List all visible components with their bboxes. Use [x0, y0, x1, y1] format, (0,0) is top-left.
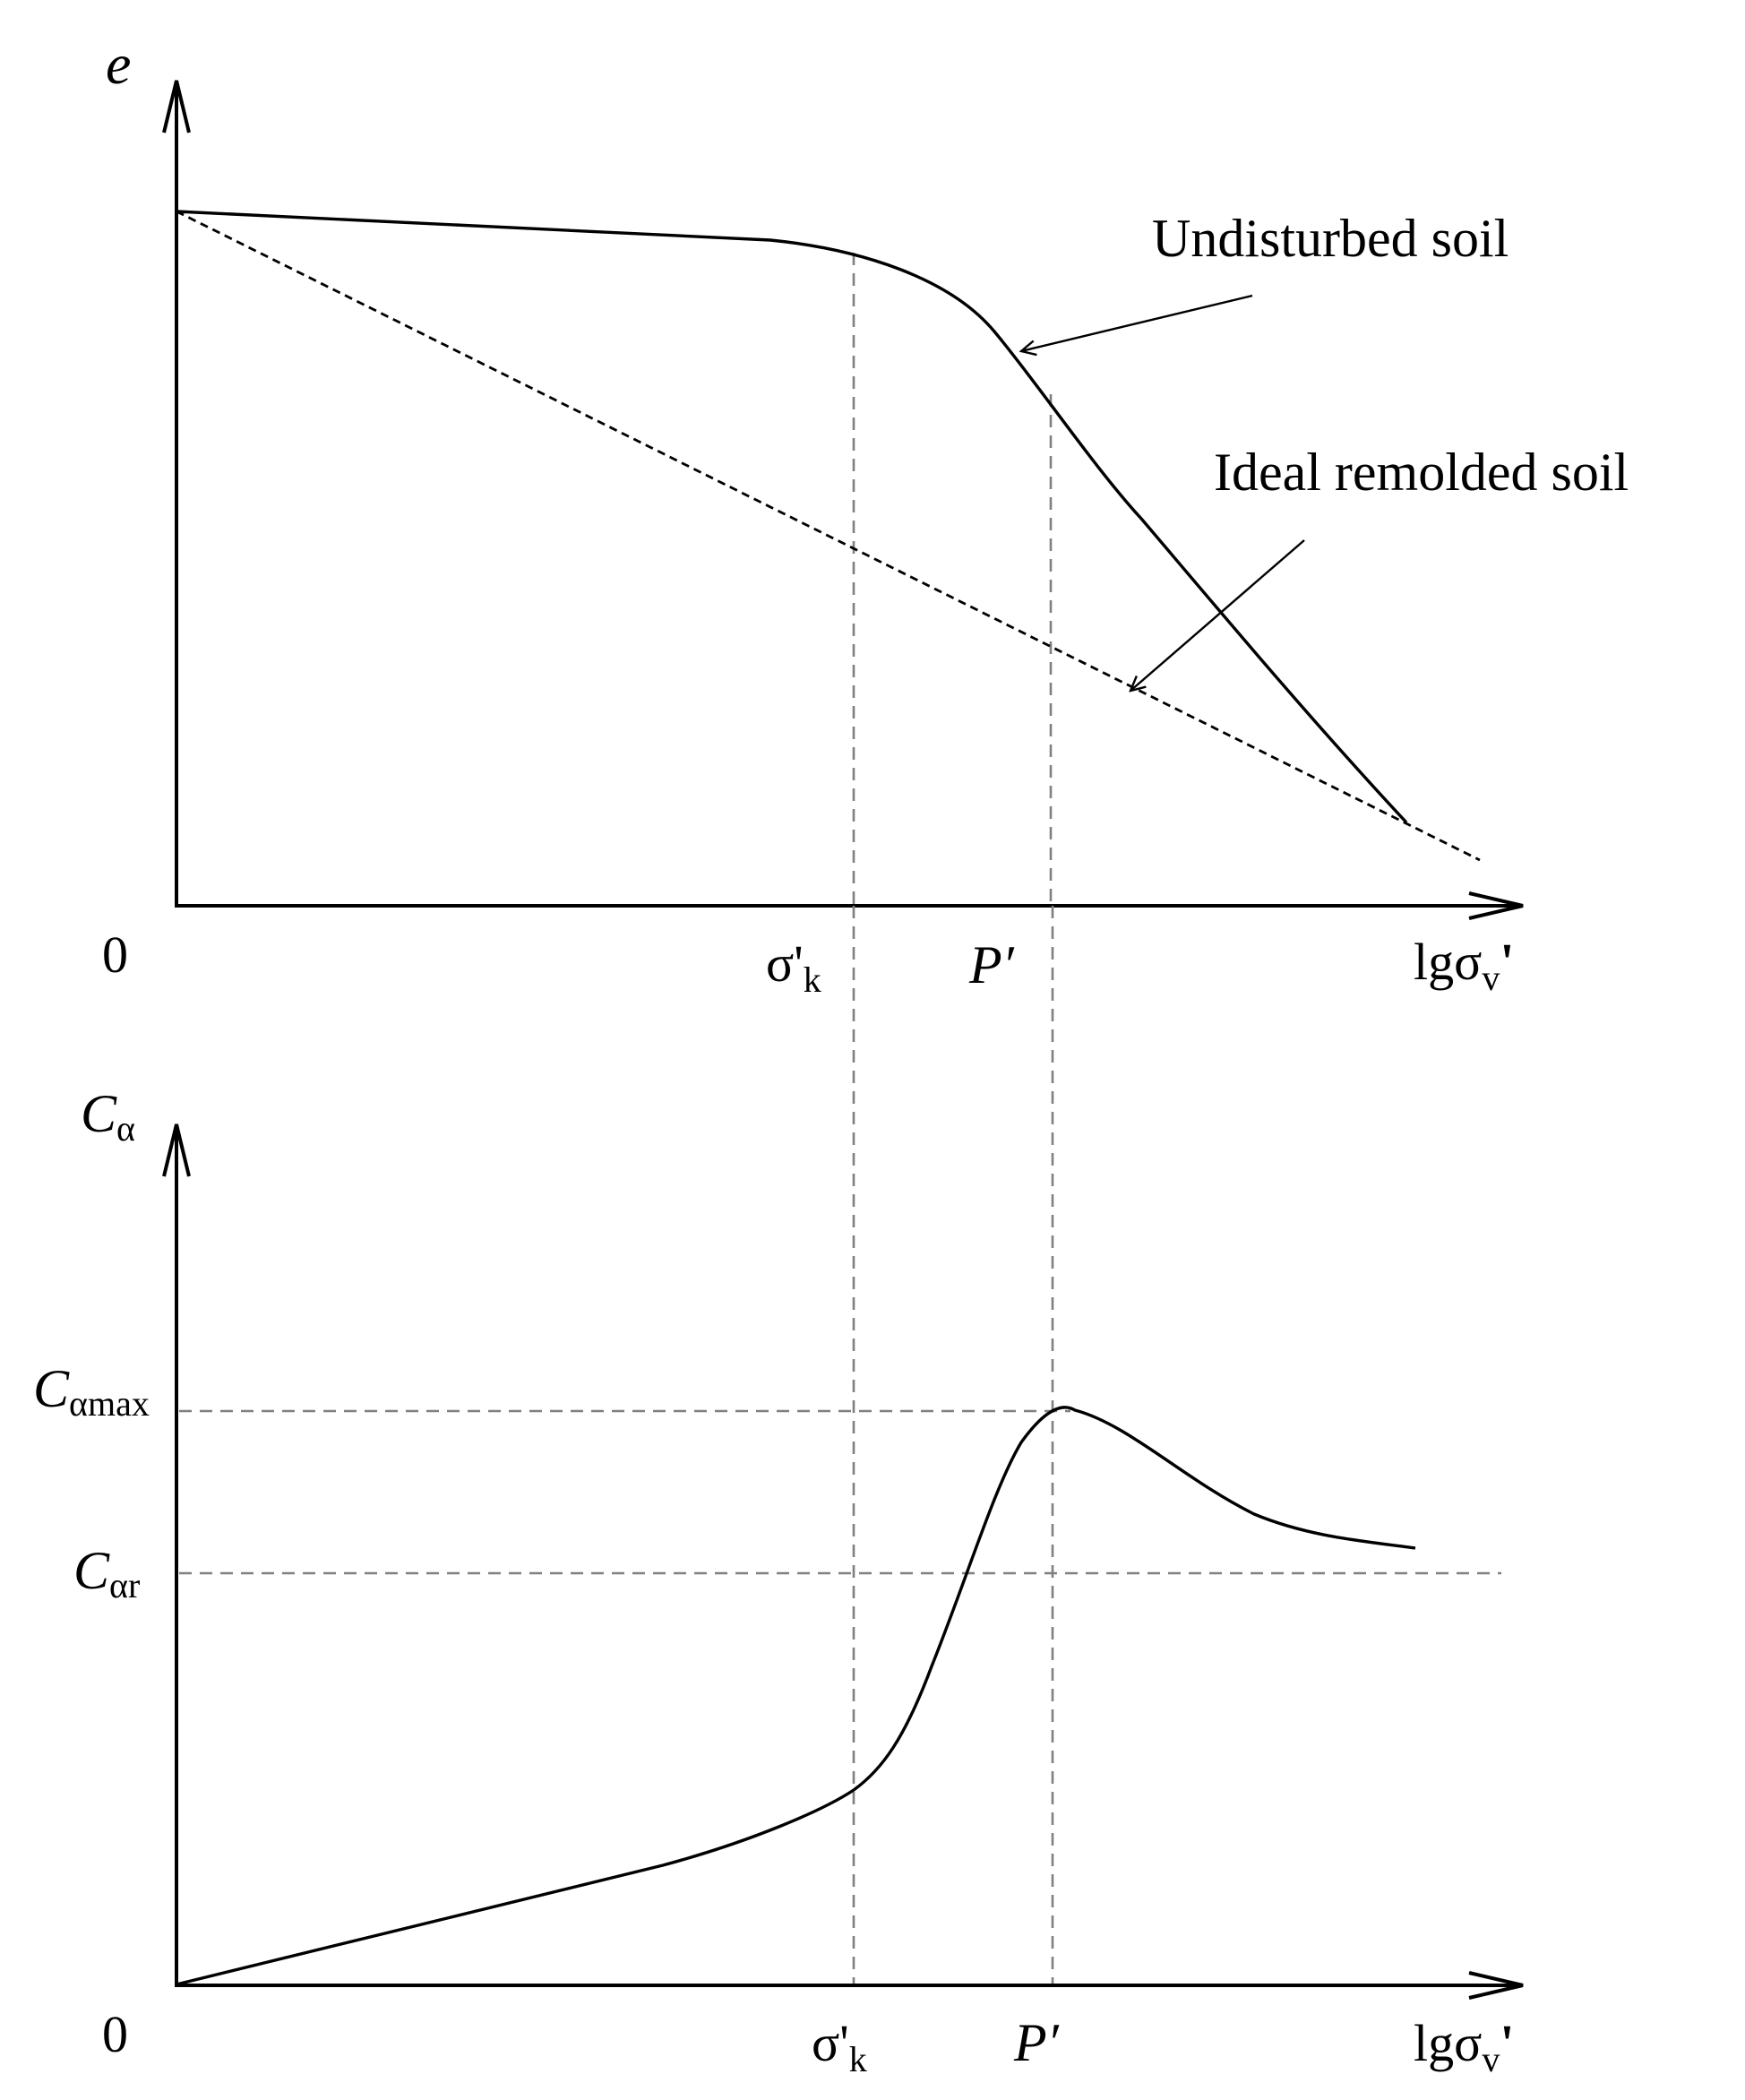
top-x-axis-label: lgσv': [1414, 933, 1515, 998]
remolded-annotation-arrow: [1130, 539, 1305, 691]
top-tick-sigma-k: σ'k: [766, 934, 821, 1000]
top-x-axis-arrowhead: [1468, 891, 1524, 920]
bottom-tick-p: P′: [1013, 2013, 1060, 2072]
bottom-x-axis-label: lgσv': [1414, 2014, 1515, 2079]
bottom-origin-label: 0: [102, 2005, 128, 2063]
ideal-remolded-soil-label: Ideal remolded soil: [1214, 443, 1629, 502]
c-alpha-curve: [176, 1406, 1416, 1986]
bottom-y-axis-label: Cα: [81, 1084, 135, 1149]
bottom-x-axis-arrowhead: [1468, 1971, 1524, 2000]
y-tick-c-alpha-r: Cαr: [73, 1541, 140, 1605]
ideal-remolded-curve: [176, 210, 1481, 862]
top-tick-p: P′: [968, 935, 1015, 994]
undisturbed-curve: [176, 210, 1408, 824]
undisturbed-soil-label: Undisturbed soil: [1152, 209, 1509, 268]
top-y-axis-label: e: [106, 32, 131, 96]
top-panel: e 0 σ'k P′ lgσv' Undisturbed soil Ideal …: [102, 32, 1629, 1000]
y-tick-c-alpha-max: Cαmax: [33, 1359, 150, 1424]
bottom-panel: Cα Cαmax Cαr 0 σ'k P′ lgσv': [33, 906, 1524, 2079]
top-y-axis-arrowhead: [162, 80, 191, 133]
top-origin-label: 0: [102, 925, 128, 984]
bottom-tick-sigma-k: σ'k: [812, 2014, 867, 2079]
bottom-y-axis-arrowhead: [162, 1123, 191, 1177]
undisturbed-annotation-arrow: [1021, 294, 1253, 351]
